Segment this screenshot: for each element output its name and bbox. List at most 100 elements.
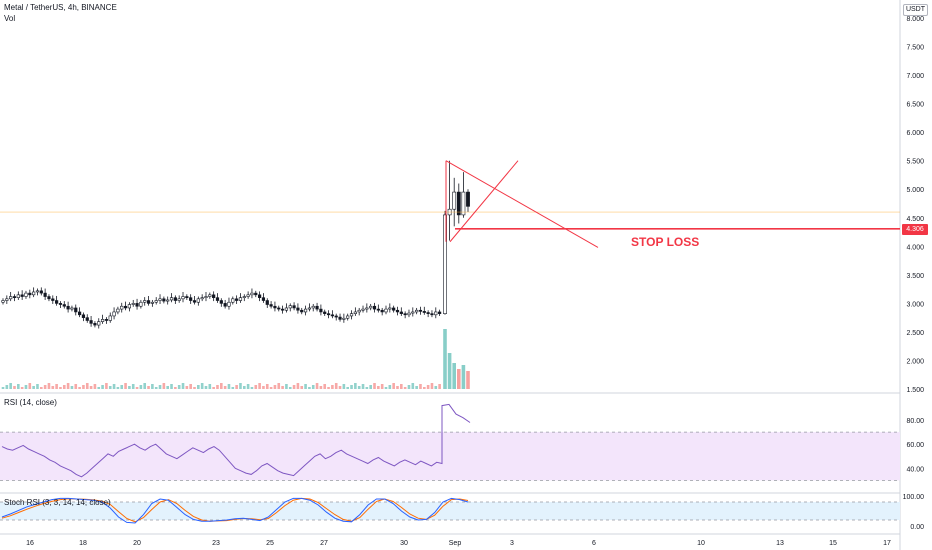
candle [231,298,235,303]
stoch-rsi-label[interactable]: Stoch RSI (3, 3, 14, 14, close) [4,498,111,507]
volume-bar [357,386,361,389]
volume-bar [70,386,74,389]
candle [39,290,43,294]
volume-bar [143,383,147,389]
candle [81,314,86,318]
volume-bar [407,385,411,389]
time-tick-label: 16 [26,540,34,547]
candle [131,303,135,305]
trend-drawings[interactable] [0,160,900,248]
volume-bar [139,385,143,389]
candle [292,305,296,309]
candle [284,307,289,311]
volume-bar [388,385,392,389]
candle [395,309,400,313]
volume-bar [323,384,327,389]
breakout-volume-bar [443,329,447,389]
breakout-candle [443,214,447,314]
time-tick-label: 3 [510,540,514,547]
volume-bar [227,384,231,389]
time-tick-label: 13 [776,540,784,547]
volume-bar [105,383,108,389]
candle [346,315,350,319]
candle [438,311,442,314]
candle [265,300,269,305]
volume-bar [189,384,192,389]
chart-axes: 8.000 7.500 7.000 6.500 6.000 5.500 5.000 4.500… [26,16,924,547]
candle [326,313,331,316]
time-tick-label: Sep [449,540,462,547]
volume-bar [258,383,261,389]
volume-bar [220,383,223,389]
breakout-candle [456,191,461,216]
volume-bar [74,384,78,389]
candlesticks [1,160,470,329]
volume-bar [350,385,353,389]
time-tick-label: 15 [829,540,837,547]
volume-bar [346,387,349,389]
stoch-tick-label: 100.00 [903,494,925,501]
candle [208,294,212,297]
volume-bar [292,385,296,389]
volume-bar [288,387,292,389]
volume-bar [51,386,55,389]
volume-bar [177,385,181,389]
currency-badge[interactable]: USDT [902,4,928,16]
candle [311,305,315,309]
volume-bar [85,383,89,389]
volume-bar [334,383,338,389]
time-tick-label: 23 [212,540,220,547]
price-tick-label: 4.000 [906,244,924,251]
candle [426,312,430,314]
rsi-label[interactable]: RSI (14, close) [4,398,57,407]
candle [112,311,116,317]
candle [192,300,197,303]
volume-bar [43,385,47,389]
candle [392,307,396,311]
candle [181,296,185,300]
candle [273,305,277,309]
candle [357,309,361,313]
candle [204,296,208,298]
candle [120,305,124,310]
time-tick-label: 20 [133,540,141,547]
candle [158,298,162,301]
price-tick-label: 5.500 [906,159,924,166]
stop-loss-label: STOP LOSS [631,235,700,249]
volume-bar [59,387,62,389]
candle [411,311,415,314]
breakout-volume-bar [447,353,452,389]
volume-bar [147,386,150,389]
volume-bar [89,386,93,389]
candle [43,292,47,297]
volume-bar [338,386,342,389]
candle [189,297,193,301]
candle [89,320,93,324]
candle [342,317,346,320]
candle [150,301,154,304]
volume-bar [9,383,12,389]
price-tick-label: 7.500 [906,45,924,52]
candle [162,298,166,302]
volume-bar [250,387,254,389]
rsi-line [1,403,471,478]
price-tick-label: 6.000 [906,130,924,137]
candle [361,308,365,311]
volume-bar [47,383,51,389]
candle [70,307,74,310]
downtrend-line [445,160,599,248]
indicator-lines [1,403,471,524]
volume-bar [36,384,39,389]
time-tick-label: 18 [79,540,87,547]
candle [422,311,426,313]
symbol-title[interactable]: Metal / TetherUS, 4h, BINANCE [4,3,117,12]
volume-bar [62,385,66,389]
candle [9,296,13,300]
candle [135,303,139,307]
candle [277,307,281,310]
volume-bar [208,384,212,389]
stop-loss-price-tag: 4.306 [902,224,928,235]
breakout-candle [461,191,466,216]
candle [307,307,312,310]
